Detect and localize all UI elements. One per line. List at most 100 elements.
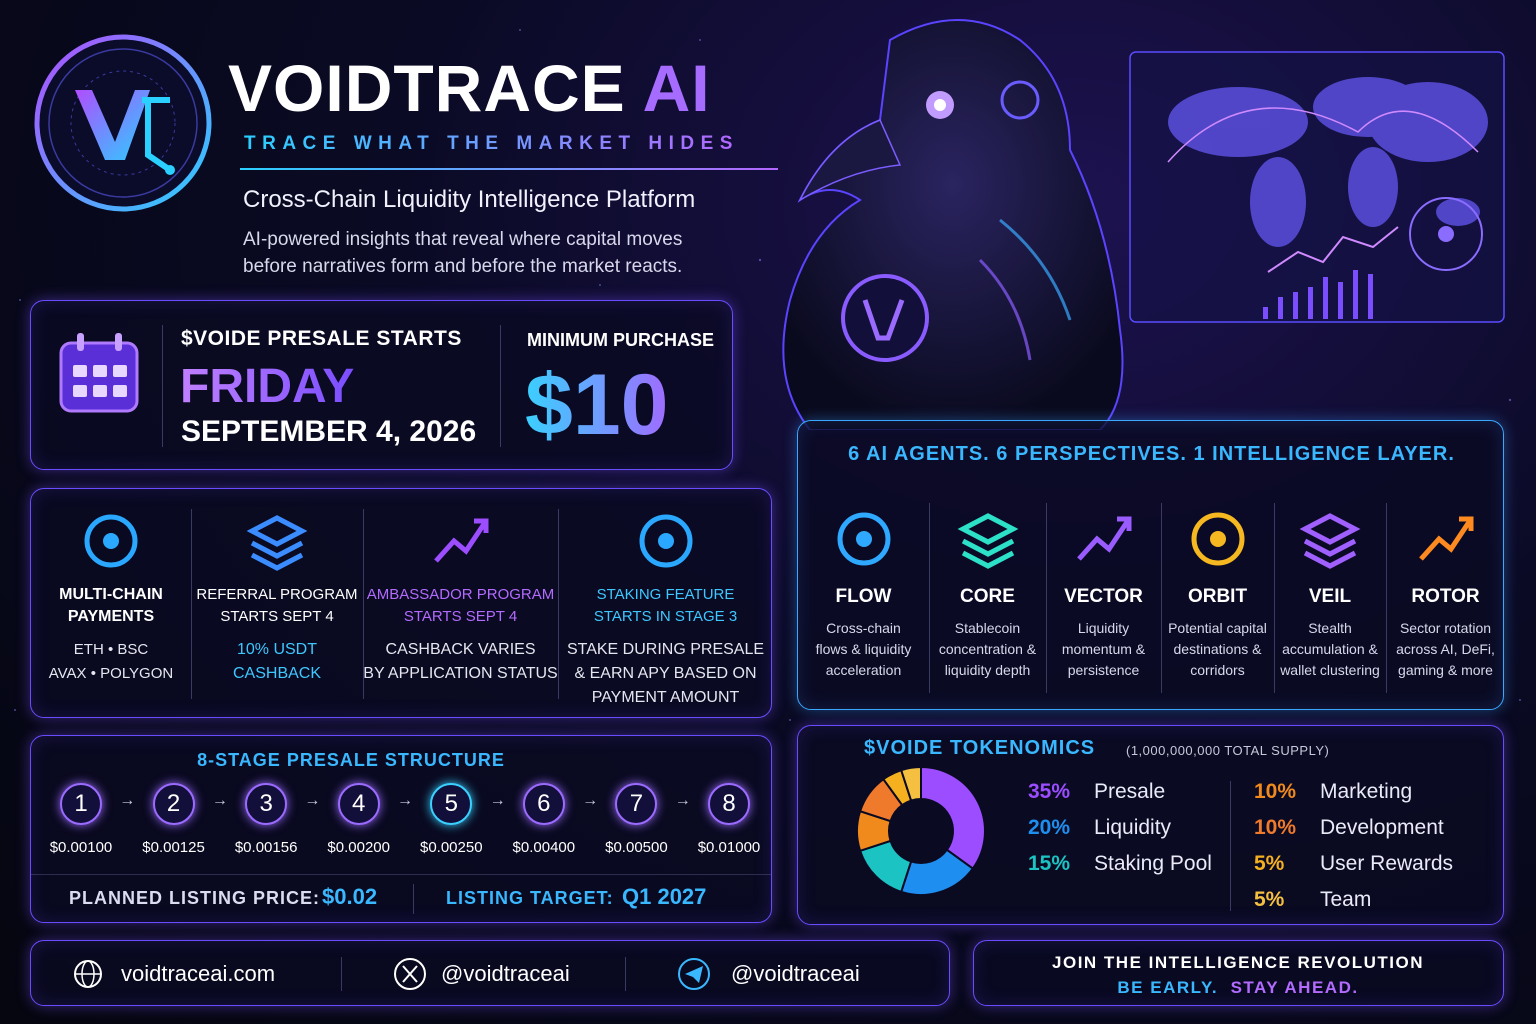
stage-price: $0.00200 [327,839,390,856]
divider [625,957,626,991]
token-name: Presale [1094,780,1166,803]
stages-panel: 8-STAGE PRESALE STRUCTURE PLANNED LISTIN… [30,735,772,923]
token-percent: 10% [1254,816,1297,839]
arrow: → [582,792,599,809]
token-name: Liquidity [1094,816,1172,839]
icon [639,514,692,568]
icon-shape [1299,513,1361,569]
icon-shape [1191,512,1244,566]
icon-shape [1209,531,1226,547]
stage-price: $0.00500 [605,839,668,856]
telegram[interactable]: @voidtraceai [731,961,860,986]
icon [246,515,308,571]
agent-description: concentration & [938,641,1037,657]
divider [363,509,364,699]
icon-shape [657,533,674,549]
divider [929,503,930,693]
icon-shape [1418,516,1473,561]
stage-price: $0.00400 [512,839,576,856]
token-percent: 35% [1028,780,1071,803]
stage-price: $0.00156 [234,839,298,856]
icon [433,518,488,563]
tokenomics-panel: $VOIDE TOKENOMICS (1,000,000,000 TOTAL S… [797,725,1504,925]
description-line: before narratives form and before the ma… [243,256,683,277]
agent-description: wallet clustering [1280,662,1380,678]
agent-name: CORE [960,586,1015,607]
listing-price: $0.02 [322,884,378,909]
arrow: → [674,792,691,809]
stage-circle: 2 [152,783,195,825]
feature-title: REFERRAL PROGRAM [196,586,358,603]
token-percent: 15% [1028,852,1071,875]
website[interactable]: voidtraceai.com [121,961,276,986]
cta-early: BE EARLY. [1117,978,1219,997]
cta-ahead: STAY AHEAD. [1230,978,1359,997]
description-line: AI-powered insights that reveal where ca… [243,229,683,250]
divider [1386,503,1387,693]
feature-title: STARTS IN STAGE 3 [593,608,738,625]
title: VOIDTRACE [228,51,626,125]
agents-panel: 6 AI AGENTS. 6 PERSPECTIVES. 1 INTELLIGE… [797,420,1504,710]
tokenomics-title: $VOIDE TOKENOMICS [864,737,1096,759]
token-name: User Rewards [1320,852,1454,875]
feature-title: STAKING FEATURE [596,586,735,603]
icon-shape [639,514,692,568]
agent-name: VEIL [1308,586,1352,607]
feature-title: PAYMENTS [67,608,155,625]
telegram-icon [678,958,710,990]
agent-description: flows & liquidity [815,641,912,657]
token-name: Staking Pool [1094,852,1212,875]
feature-title: STARTS SEPT 4 [220,608,334,625]
token-name: Team [1320,888,1372,911]
arrow: → [119,792,136,809]
divider [558,509,559,699]
agent-description: destinations & [1173,641,1262,657]
divider [1161,503,1162,693]
donut [856,765,986,896]
stage-circle: 3 [245,783,288,825]
donut-segment [920,765,986,871]
stage-circle: 7 [615,783,658,825]
feature-detail: 10% USDT [236,641,318,658]
feature-detail: STAKE DURING PRESALE [566,641,765,658]
presale-panel: $VOIDE PRESALE STARTS FRIDAY SEPTEMBER 4… [30,300,733,470]
map-panel [1129,51,1505,323]
title-wrap: VOIDTRACE AI [228,50,711,126]
min-value: $10 [525,357,669,453]
stage-circle: 4 [337,783,380,825]
presale-date: SEPTEMBER 4, 2026 [181,415,477,448]
description: AI-powered insights that reveal where ca… [243,226,682,280]
donut-segment [899,765,922,802]
tagline: TRACE WHAT THE MARKET HIDES [244,133,739,154]
stage-circle: 6 [522,783,565,825]
agent-name: VECTOR [1064,586,1143,607]
agent-name: FLOW [835,586,892,607]
agent-name: ORBIT [1187,586,1248,607]
agent-description: across AI, DeFi, [1396,641,1495,657]
token-percent: 5% [1254,888,1285,911]
icon [957,513,1018,569]
stage-circle: 5 [430,783,473,825]
icon-shape [1076,516,1131,561]
agent-description: acceleration [825,662,902,678]
x-handle[interactable]: @voidtraceai [441,961,570,986]
feature-title: STARTS SEPT 4 [403,608,518,625]
separator [31,874,771,875]
icon-shape [837,512,890,566]
cta: JOIN THE INTELLIGENCE REVOLUTION [1052,953,1424,972]
agent-description: accumulation & [1282,641,1378,657]
stage-price: $0.00250 [419,839,483,856]
icon-shape [103,533,119,549]
stage-circle: 8 [708,783,750,825]
icon-shape [855,531,872,547]
token-percent: 10% [1254,780,1297,803]
icon-shape [433,518,488,563]
raven-illustration [782,19,1124,430]
icon [84,514,138,568]
token-percent: 20% [1028,816,1071,839]
icon [1299,513,1361,569]
agent-description: momentum & [1061,641,1146,657]
token-percent: 5% [1254,852,1285,875]
tokenomics-supply: (1,000,000,000 TOTAL SUPPLY) [1126,743,1330,758]
stage-price: $0.00100 [49,839,113,856]
